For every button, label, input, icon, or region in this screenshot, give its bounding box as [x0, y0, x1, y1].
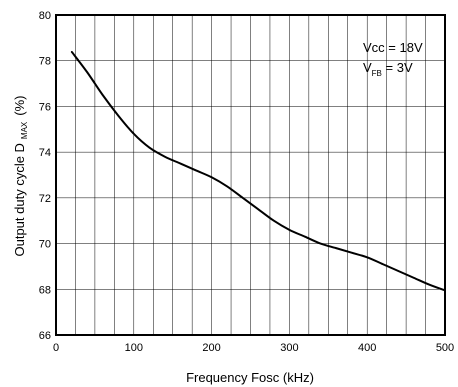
data-point: [335, 247, 337, 249]
y-tick-label: 68: [39, 284, 51, 296]
data-point: [397, 270, 399, 272]
data-point: [351, 252, 353, 254]
duty-cycle-curve: [70, 50, 446, 292]
y-tick-label: 78: [39, 56, 51, 68]
data-point: [366, 256, 368, 258]
annotation-vcc: Vcc = 18V: [363, 40, 423, 55]
y-axis-title-unit: (%): [12, 95, 27, 115]
x-tick-label: 200: [202, 342, 220, 354]
data-point: [413, 277, 415, 279]
annotation-vfb: VFB = 3V: [363, 60, 413, 78]
data-point: [211, 176, 213, 178]
plot-area: [70, 50, 446, 292]
annotation-vfb-sub: FB: [372, 69, 382, 78]
data-point: [86, 71, 88, 73]
data-point: [70, 50, 73, 53]
annotation-vfb-main: V: [363, 60, 372, 75]
y-tick-label: 70: [39, 239, 51, 251]
y-tick-label: 66: [39, 330, 51, 342]
x-tick-label: 400: [358, 342, 376, 354]
data-point: [319, 242, 322, 245]
x-tick-label: 300: [280, 342, 298, 354]
y-axis-title-subscript: MAX: [20, 121, 29, 139]
data-point: [102, 94, 104, 96]
y-axis-title-main: Output duty cycle D: [12, 143, 27, 256]
data-point: [257, 208, 259, 210]
data-point: [148, 146, 150, 149]
data-point: [273, 220, 275, 222]
data-point: [382, 263, 384, 265]
y-tick-label: 72: [39, 193, 51, 205]
data-point: [117, 114, 119, 117]
y-tick-label: 80: [39, 10, 51, 22]
data-point: [288, 229, 290, 231]
data-point: [195, 169, 197, 172]
x-axis-title: Frequency Fosc (kHz): [186, 370, 314, 385]
x-tick-label: 100: [125, 342, 143, 354]
data-point: [226, 185, 228, 188]
svg-text:Output duty cycle DMAX(%): Output duty cycle D MAX (%): [12, 95, 29, 256]
data-point: [304, 236, 306, 238]
data-point: [428, 284, 431, 286]
grid: [56, 15, 445, 335]
annotation-vfb-value: = 3V: [382, 60, 413, 75]
y-axis-title: Output duty cycle D MAX (%): [12, 95, 29, 256]
data-point: [242, 197, 244, 199]
x-tick-label: 500: [436, 342, 454, 354]
y-tick-label: 74: [39, 147, 51, 159]
data-point: [179, 162, 182, 165]
y-tick-labels: 66 68 70 72 74 76 78 80: [39, 10, 51, 342]
x-tick-label: 0: [53, 342, 59, 354]
plot-frame: [55, 14, 446, 336]
x-tick-labels: 0 100 200 300 400 500: [53, 342, 454, 354]
data-point: [164, 156, 166, 158]
data-point: [133, 133, 135, 135]
y-tick-label: 76: [39, 101, 51, 113]
